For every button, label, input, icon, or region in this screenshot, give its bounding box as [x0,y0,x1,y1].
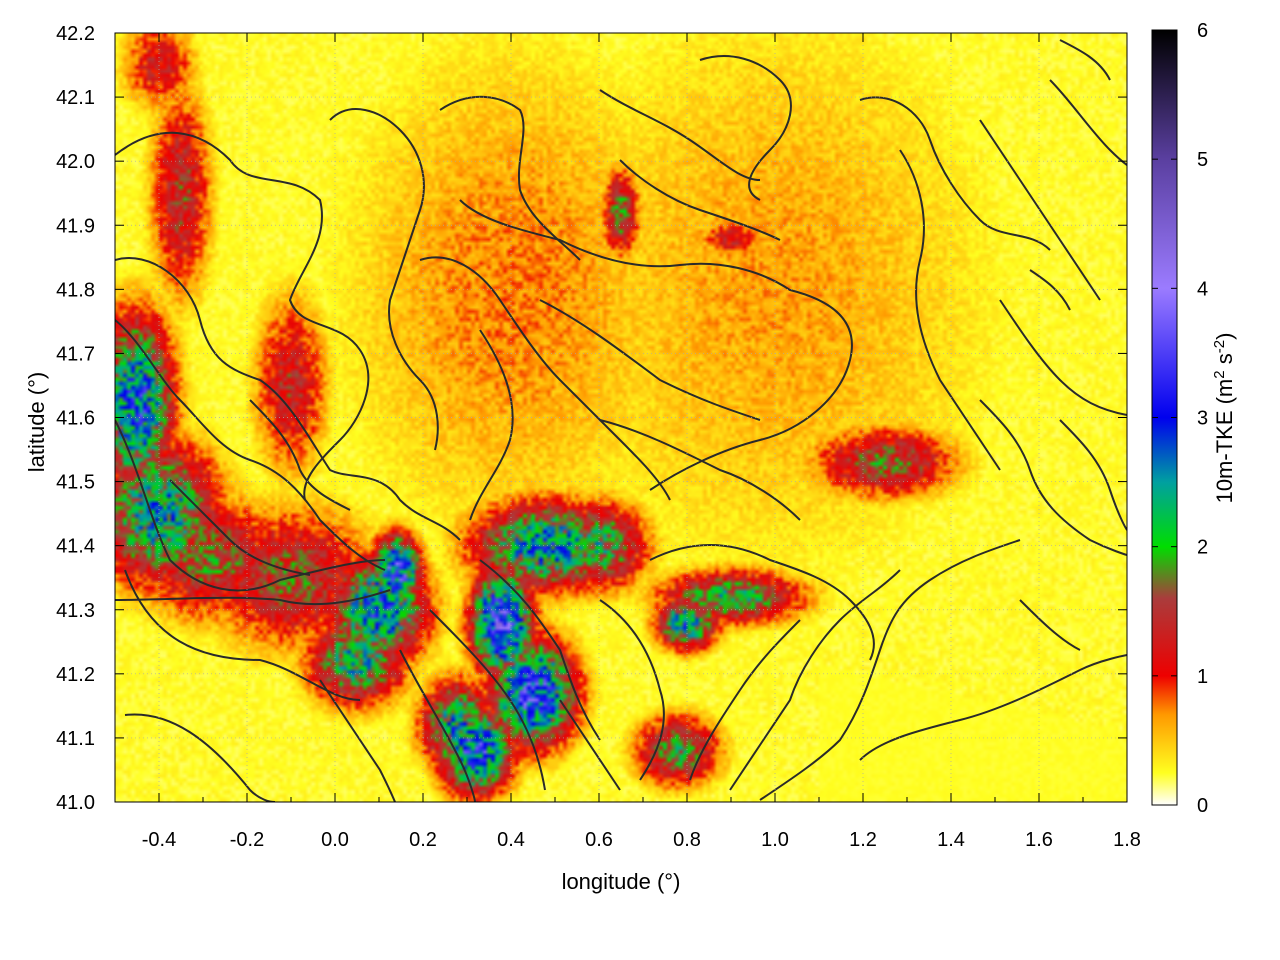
y-tick-label: 42.0 [56,151,95,173]
x-tick-label: 0.8 [673,829,701,851]
x-tick-label: 1.2 [849,829,877,851]
x-tick-label: 0.6 [585,829,613,851]
x-tick-label: -0.4 [142,829,176,851]
x-tick-label: 0.0 [321,829,349,851]
contour-line [599,419,801,521]
x-tick-label: 1.0 [761,829,789,851]
contour-line [699,55,792,201]
y-tick-label: 41.1 [56,728,95,750]
x-axis: -0.4 -0.2 0.0 0.2 0.4 0.6 0.8 1.0 1.2 1.4 1.6 1.8 [114,33,1141,851]
contour-line [619,159,781,241]
contour-line [859,96,1051,251]
contour-line [899,149,1001,471]
colorbar-tick-label: 4 [1197,278,1208,300]
contour-line [429,609,546,791]
contour-line [419,256,671,501]
contour-line [599,599,665,781]
contour-line [115,131,370,501]
contour-line [459,199,853,491]
grid [115,33,1127,802]
y-tick-label: 41.3 [56,600,95,622]
x-tick-label: 1.8 [1113,829,1141,851]
contour-line [599,89,761,181]
colorbar-label-sup1: 2 [1211,370,1228,378]
x-tick-label: -0.2 [230,829,264,851]
y-tick-label: 41.0 [56,792,95,814]
x-axis-label: longitude (°) [562,869,681,894]
y-tick-label: 41.9 [56,215,95,237]
colorbar-ticks: 0 1 2 3 4 5 6 [1152,20,1208,817]
contour-line [399,649,476,802]
contour-line [649,544,875,661]
contour-line [115,589,391,606]
contour-line [115,419,386,592]
contour-line [469,329,514,521]
y-tick-label: 41.5 [56,472,95,494]
x-tick-label: 0.4 [497,829,525,851]
contour-line [859,654,1127,761]
colorbar-tick-label: 1 [1197,666,1208,688]
contour-line [1049,79,1127,166]
contour-line [1019,599,1081,651]
colorbar-label-sup2: -2 [1211,340,1228,353]
y-tick-label: 41.4 [56,536,95,558]
colorbar-tick-label: 5 [1197,149,1208,171]
colorbar-label-end: ) [1212,333,1237,340]
colorbar-tick-label: 3 [1197,408,1208,430]
y-tick-label: 41.2 [56,664,95,686]
contour-line [115,257,461,541]
colorbar-tick-label: 2 [1197,537,1208,559]
contour-line [319,679,396,802]
y-tick-label: 41.6 [56,408,95,430]
x-tick-label: 1.6 [1025,829,1053,851]
colorbar-label: 10m-TKE (m2 s-2) [1211,333,1237,504]
contour-line [1059,419,1127,531]
colorbar-label-main: 10m-TKE (m [1212,379,1237,504]
colorbar-label-mid: s [1212,353,1237,370]
y-tick-label: 42.2 [56,23,95,45]
y-axis-label: latitude (°) [24,372,49,473]
contour-line [329,108,439,451]
y-tick-label: 42.1 [56,87,95,109]
contour-line [729,569,901,791]
x-tick-label: 0.2 [409,829,437,851]
contour-line [1029,269,1071,311]
y-tick-label: 41.8 [56,279,95,301]
contour-line [979,119,1101,301]
x-tick-label: 1.4 [937,829,965,851]
colorbar-tick-label: 6 [1197,20,1208,42]
contour-line [249,399,351,511]
contour-line [169,479,311,576]
contour-line [479,559,601,741]
contour-line [689,619,801,781]
contour-line [124,713,276,802]
contour-line [759,539,1021,801]
colorbar-tick-label: 0 [1197,795,1208,817]
contour-line [539,299,761,421]
contour-line [559,699,621,791]
contour-line [979,399,1127,556]
y-tick-label: 41.7 [56,343,95,365]
contour-line [999,299,1127,416]
y-axis: 41.0 41.1 41.2 41.3 41.4 41.5 41.6 41.7 41.8 41.9… [56,23,1127,814]
contour-line [1059,39,1111,81]
